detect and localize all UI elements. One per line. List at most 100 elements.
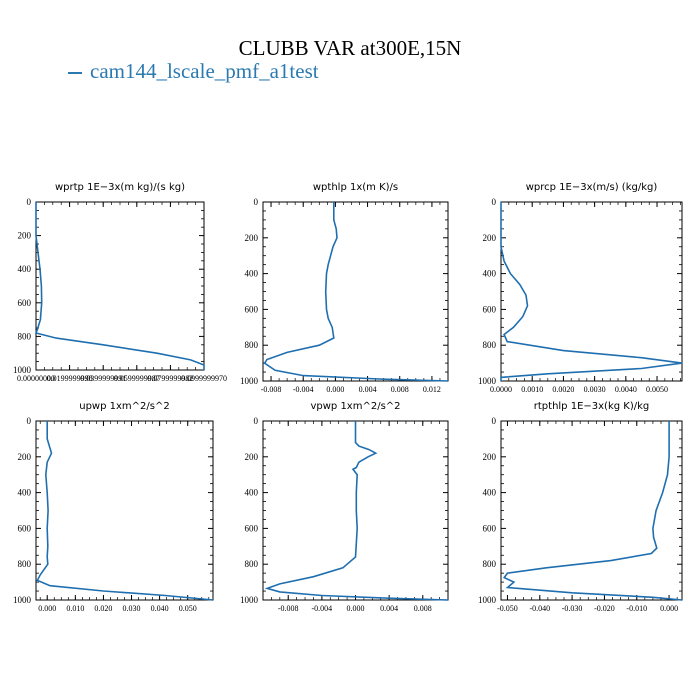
y-tick-label: 800 — [18, 559, 32, 569]
plot-frame — [35, 420, 214, 601]
x-tick-label: 0.0799999982 — [147, 374, 193, 383]
x-tick-label: 0.0020 — [552, 385, 574, 394]
y-tick-label: 400 — [245, 269, 259, 279]
panel-title: wpthlp 1x(m K)/s — [313, 182, 398, 193]
x-tick-label: 0.040 — [151, 604, 169, 613]
series-line — [36, 421, 214, 601]
y-tick-label: 0 — [27, 197, 32, 207]
panel-4: upwp 1xm^2/s^2 0 200 400 600 800 1000 0.000 0.01… — [13, 401, 214, 613]
x-tick-label: 0.0010 — [521, 385, 543, 394]
x-tick-label: 0.000 — [326, 385, 344, 394]
legend: cam144_lscale_pmf_a1test — [68, 58, 319, 84]
y-tick-label: 1000 — [240, 376, 259, 386]
y-tick-label: 200 — [18, 231, 32, 241]
y-tick-label: 400 — [483, 488, 497, 498]
panel-title: upwp 1xm^2/s^2 — [79, 401, 169, 412]
y-tick-label: 1000 — [13, 365, 32, 375]
y-tick-label: 800 — [483, 340, 497, 350]
y-tick-label: 0 — [492, 416, 497, 426]
x-tick-label: 0.0999999970 — [181, 374, 227, 383]
x-tick-label: -0.004 — [312, 604, 333, 613]
series-line — [502, 421, 683, 601]
y-tick-label: 1000 — [13, 595, 32, 605]
y-tick-label: 0 — [27, 416, 32, 426]
x-tick-label: 0.0599999987 — [114, 374, 160, 383]
legend-swatch — [68, 72, 82, 75]
series-line — [264, 421, 449, 601]
x-tick-label: 0.012 — [423, 385, 441, 394]
panel-title: vpwp 1xm^2/s^2 — [310, 401, 400, 412]
y-tick-label: 200 — [245, 233, 259, 243]
x-tick-label: 0.050 — [179, 604, 197, 613]
x-tick-label: 0.0199999998 — [47, 374, 93, 383]
series-line — [500, 202, 683, 381]
y-tick-label: 200 — [18, 452, 32, 462]
y-tick-label: 800 — [245, 559, 259, 569]
panel-title: wprcp 1E−3x(m/s) (kg/kg) — [526, 182, 658, 193]
legend-label: cam144_lscale_pmf_a1test — [90, 59, 319, 83]
y-tick-label: 0 — [254, 416, 259, 426]
x-tick-label: -0.008 — [278, 604, 299, 613]
x-tick-label: 0.008 — [391, 385, 409, 394]
y-tick-label: 0 — [254, 197, 259, 207]
y-tick-label: 400 — [18, 488, 32, 498]
y-tick-label: 400 — [18, 264, 32, 274]
panel-5: vpwp 1xm^2/s^2 0 200 400 600 800 1000 -0.008 -0.… — [240, 401, 449, 613]
y-tick-label: 1000 — [240, 595, 259, 605]
x-tick-label: 0.000 — [38, 604, 56, 613]
x-tick-label: 0.0040 — [615, 385, 637, 394]
y-tick-label: 400 — [245, 488, 259, 498]
panel-3: wprcp 1E−3x(m/s) (kg/kg) 0 200 400 600 800 100… — [478, 182, 683, 394]
y-tick-label: 800 — [245, 340, 259, 350]
panel-1: wprtp 1E−3x(m kg)/(s kg) 0 200 400 600 800 100… — [13, 182, 227, 383]
x-tick-label: 0.0000 — [490, 385, 512, 394]
x-tick-label: 0.004 — [380, 604, 398, 613]
series-line — [263, 202, 449, 382]
x-tick-label: 0.020 — [94, 604, 112, 613]
plot-frame — [262, 201, 449, 382]
plot-frame — [500, 420, 683, 601]
plot-frame — [500, 201, 683, 382]
x-tick-label: 0.004 — [359, 385, 377, 394]
x-tick-label: 0.030 — [123, 604, 141, 613]
x-tick-label: 0.00000000 — [17, 374, 55, 383]
panel-title: rtpthlp 1E−3x(kg K)/kg — [534, 401, 649, 412]
x-tick-label: 0.0030 — [584, 385, 606, 394]
y-tick-label: 800 — [483, 559, 497, 569]
y-tick-label: 1000 — [478, 595, 497, 605]
x-tick-label: 0.000 — [347, 604, 365, 613]
y-tick-label: 1000 — [478, 376, 497, 386]
panel-6: rtpthlp 1E−3x(kg K)/kg02004006008001000-… — [478, 401, 683, 613]
y-tick-label: 400 — [483, 269, 497, 279]
x-tick-label: -0.030 — [562, 604, 583, 613]
y-tick-label: 600 — [245, 523, 259, 533]
x-tick-label: 0.000 — [660, 604, 678, 613]
x-tick-label: -0.040 — [529, 604, 550, 613]
x-tick-label: -0.020 — [594, 604, 615, 613]
x-tick-label: -0.004 — [293, 385, 314, 394]
panel-2: wpthlp 1x(m K)/s 0 200 400 600 800 1000-0.008 -… — [240, 182, 449, 394]
x-tick-label: -0.008 — [261, 385, 282, 394]
y-tick-label: 200 — [483, 452, 497, 462]
figure-title: CLUBB VAR at300E,15N — [238, 36, 462, 60]
x-tick-label: 0.0399999991 — [80, 374, 126, 383]
y-tick-label: 600 — [245, 304, 259, 314]
y-tick-label: 600 — [483, 304, 497, 314]
y-tick-label: 800 — [18, 331, 32, 341]
y-tick-label: 600 — [18, 523, 32, 533]
plot-frame — [35, 201, 205, 371]
x-tick-label: 0.0050 — [646, 385, 668, 394]
x-tick-label: 0.010 — [66, 604, 84, 613]
x-tick-label: -0.050 — [497, 604, 518, 613]
y-tick-label: 600 — [483, 523, 497, 533]
x-tick-label: -0.010 — [626, 604, 647, 613]
y-tick-label: 600 — [18, 298, 32, 308]
x-tick-label: 0.008 — [414, 604, 432, 613]
y-tick-label: 200 — [245, 452, 259, 462]
series-line — [34, 202, 205, 370]
y-tick-label: 200 — [483, 233, 497, 243]
panel-title: wprtp 1E−3x(m kg)/(s kg) — [55, 182, 185, 193]
y-tick-label: 0 — [492, 197, 497, 207]
